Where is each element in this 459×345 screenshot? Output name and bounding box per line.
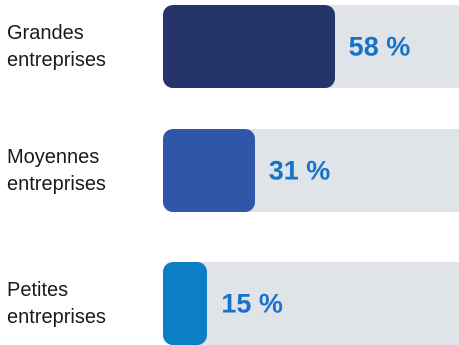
category-label-line: entreprises — [7, 48, 106, 71]
value-label-grandes: 58 % — [348, 31, 411, 61]
category-label-line: entreprises — [7, 172, 106, 195]
category-label-line: Petites — [7, 278, 69, 301]
bar-fill-petites — [163, 262, 208, 345]
category-label-line: Moyennes — [7, 145, 100, 168]
bar-row-moyennes: Moyennes entreprises 31 % — [0, 129, 459, 212]
bar-track: 31 % — [163, 129, 459, 212]
category-label-petites: Petites entreprises — [7, 277, 155, 331]
category-label-line: entreprises — [7, 305, 106, 328]
bar-fill-grandes — [163, 5, 335, 88]
category-label-grandes: Grandes entreprises — [7, 20, 155, 74]
bar-track: 15 % — [163, 262, 459, 345]
bar-row-petites: Petites entreprises 15 % — [0, 262, 459, 345]
bar-row-grandes: Grandes entreprises 58 % — [0, 5, 459, 88]
value-label-petites: 15 % — [221, 288, 283, 318]
bar-fill-moyennes — [163, 129, 255, 212]
bar-track: 58 % — [163, 5, 459, 88]
category-label-line: Grandes — [7, 21, 84, 44]
category-label-moyennes: Moyennes entreprises — [7, 144, 155, 198]
value-label-moyennes: 31 % — [268, 155, 331, 185]
